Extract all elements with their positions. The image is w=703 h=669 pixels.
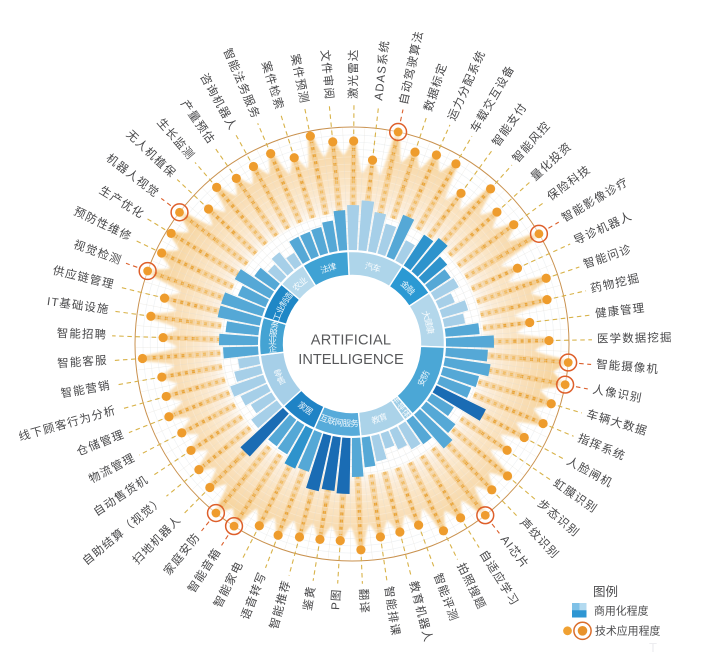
svg-text:技术应用程度: 技术应用程度 bbox=[595, 624, 660, 638]
svg-text:医学数据挖掘: 医学数据挖掘 bbox=[597, 330, 673, 345]
svg-text:务: 务 bbox=[350, 418, 359, 428]
svg-text:P图: P图 bbox=[329, 588, 343, 610]
svg-text:INTELLIGENCE: INTELLIGENCE bbox=[298, 352, 404, 368]
svg-text:翻译: 翻译 bbox=[357, 588, 372, 614]
svg-text:激光雷达: 激光雷达 bbox=[346, 49, 360, 100]
svg-text:T: T bbox=[649, 640, 657, 655]
svg-text:商用化程度: 商用化程度 bbox=[594, 604, 649, 618]
svg-text:图例: 图例 bbox=[593, 585, 618, 599]
svg-text:ARTIFICIAL: ARTIFICIAL bbox=[311, 333, 391, 349]
